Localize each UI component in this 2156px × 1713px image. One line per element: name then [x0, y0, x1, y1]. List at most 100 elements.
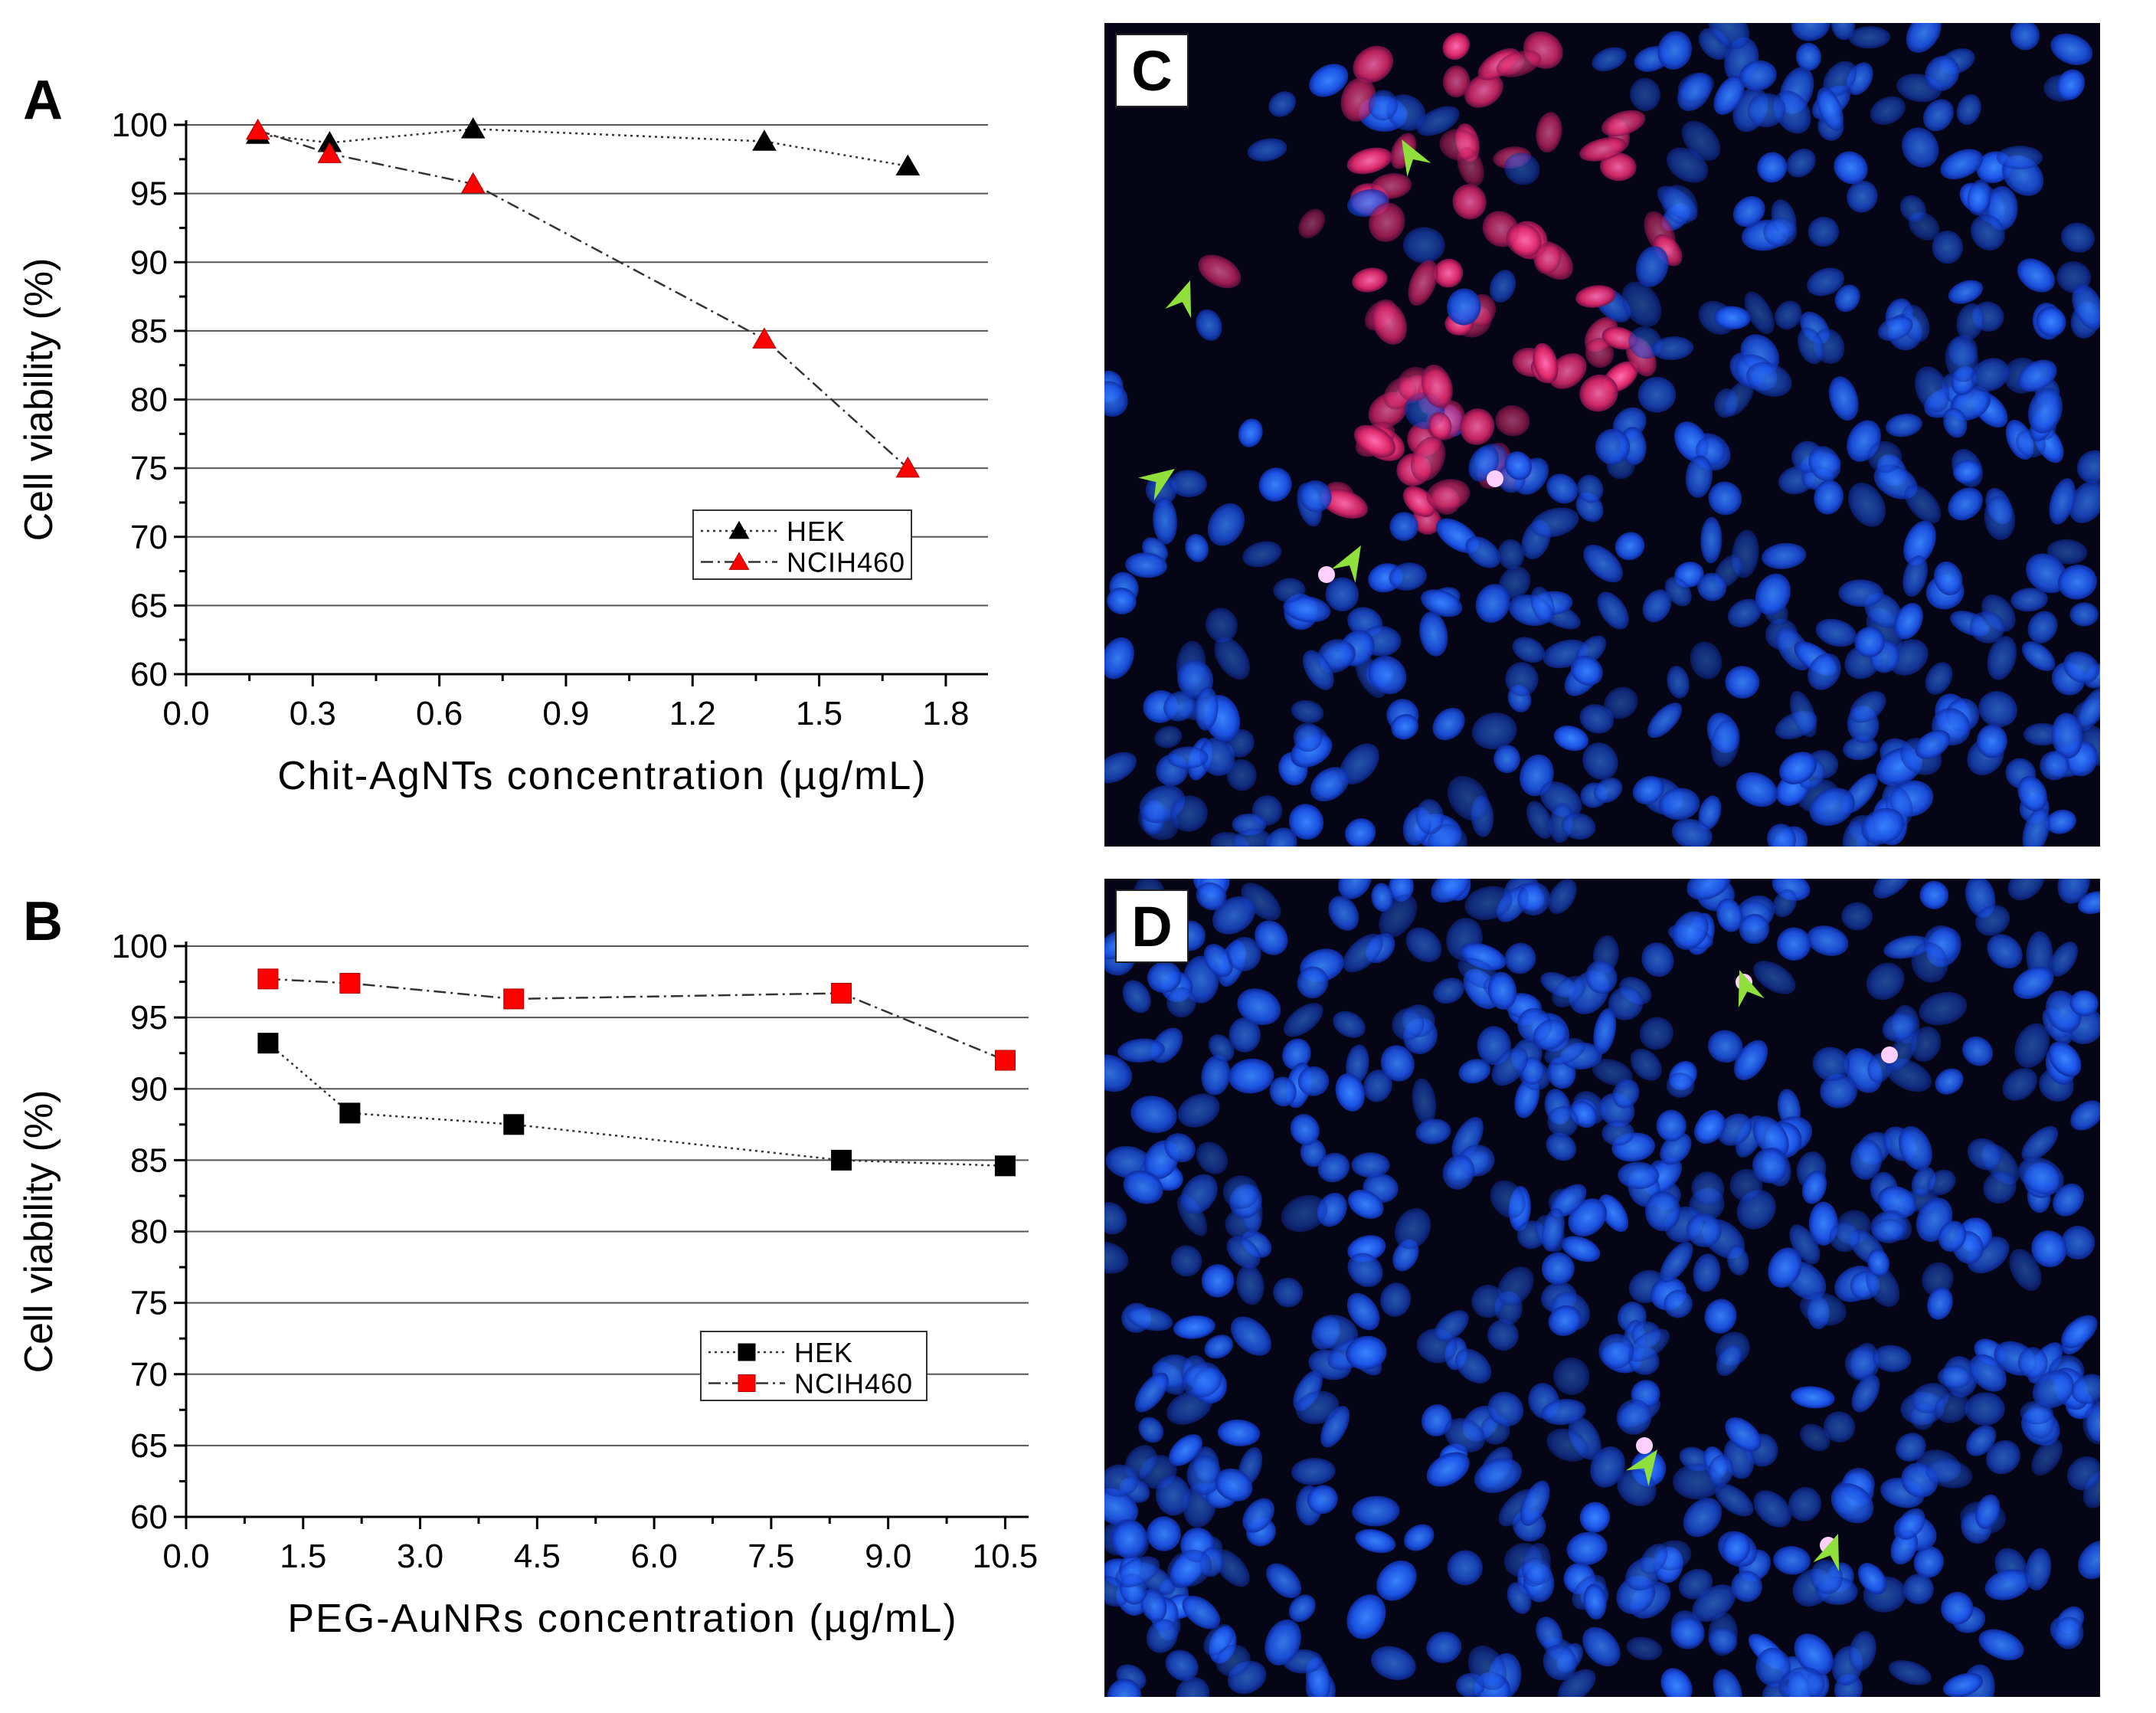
nucleus	[1700, 516, 1723, 564]
nucleus	[1154, 725, 1183, 748]
nucleus	[1455, 1348, 1492, 1384]
micrograph-d-cells	[1104, 879, 2100, 1697]
nucleus	[2014, 1023, 2050, 1068]
nucleus	[1593, 778, 1623, 804]
nucleus	[1943, 408, 1968, 438]
nucleus	[2053, 1616, 2084, 1649]
data-point-hek	[752, 129, 777, 151]
y-tick-label: 70	[130, 519, 168, 556]
nucleus	[1850, 691, 1886, 723]
nucleus	[1956, 94, 1981, 126]
nucleus	[2026, 553, 2068, 594]
nucleus	[1347, 1190, 1384, 1219]
nucleus	[1844, 1347, 1880, 1381]
nucleus	[2021, 641, 2056, 672]
nucleus	[1389, 879, 1414, 902]
nucleus	[1854, 627, 1885, 658]
nucleus	[1768, 1247, 1802, 1288]
nucleus	[1747, 93, 1786, 128]
nucleus	[1310, 767, 1350, 802]
nucleus	[1106, 588, 1137, 614]
nucleus	[1104, 637, 1134, 680]
nucleus	[1794, 1633, 1834, 1675]
nucleus	[1585, 960, 1618, 994]
panel-label-a: A	[23, 70, 63, 131]
apoptotic-nucleus	[1460, 408, 1495, 445]
nucleus	[1873, 1345, 1912, 1373]
nucleus	[1520, 1480, 1550, 1526]
data-point-hek	[895, 154, 921, 175]
nucleus	[1104, 381, 1128, 417]
nucleus	[1867, 1249, 1889, 1277]
nucleus	[1309, 64, 1349, 97]
nucleus	[1691, 1171, 1725, 1206]
nucleus	[1222, 1175, 1259, 1210]
nucleus	[1791, 1386, 1835, 1409]
data-point-hek	[831, 1149, 852, 1171]
apoptotic-nucleus	[1408, 260, 1438, 306]
nucleus	[1866, 1264, 1900, 1307]
nucleus	[1512, 637, 1546, 663]
nucleus	[1487, 971, 1517, 1010]
data-point-hek	[460, 117, 486, 139]
nucleus	[1670, 1616, 1705, 1649]
apoptotic-nucleus	[1298, 208, 1326, 239]
nucleus	[1986, 1440, 2020, 1475]
nucleus	[1471, 1285, 1505, 1318]
nucleus	[1966, 1425, 1997, 1456]
nucleus	[1927, 1169, 1956, 1196]
x-tick-label: 0.0	[162, 695, 209, 732]
x-tick-label: 0.3	[290, 695, 336, 732]
nucleus	[1969, 611, 2005, 644]
nucleus	[1177, 1093, 1220, 1128]
y-tick-label: 85	[130, 313, 168, 350]
nucleus	[1642, 589, 1672, 623]
x-tick-label: 1.8	[922, 695, 969, 732]
data-point-ncih460	[994, 1050, 1016, 1071]
y-tick-label: 75	[130, 450, 168, 487]
nucleus	[1752, 1116, 1789, 1158]
nucleus	[2010, 588, 2048, 612]
nucleus	[1823, 1411, 1856, 1443]
apoptotic-nucleus	[1410, 436, 1446, 482]
nucleus	[2031, 1439, 2063, 1476]
nucleus	[1841, 902, 1873, 931]
bright-spot	[1487, 470, 1503, 487]
nucleus	[1493, 745, 1520, 774]
nucleus	[1885, 413, 1922, 437]
legend-marker	[728, 552, 750, 570]
nucleus	[1763, 217, 1798, 247]
bright-spot	[1318, 566, 1335, 583]
nucleus	[2018, 1157, 2064, 1195]
nucleus	[1507, 1582, 1532, 1614]
nucleus	[1153, 497, 1177, 545]
x-tick-label: 0.0	[162, 1538, 209, 1575]
nucleus	[1971, 358, 2010, 392]
nucleus	[1725, 1417, 1762, 1452]
nucleus	[1303, 650, 1334, 690]
nucleus	[1922, 99, 1954, 132]
nucleus	[1548, 1305, 1582, 1336]
nucleus	[1204, 1335, 1234, 1359]
nucleus	[1987, 934, 2023, 969]
nucleus	[1405, 927, 1442, 962]
apoptotic-nucleus	[1536, 112, 1562, 153]
nucleus	[1736, 772, 1778, 807]
nucleus	[1909, 1026, 1942, 1062]
apoptotic-nucleus	[1495, 405, 1530, 437]
nucleus	[1419, 611, 1448, 657]
x-tick-label: 10.5	[973, 1538, 1039, 1575]
nucleus	[1615, 532, 1645, 561]
nucleus	[1497, 539, 1525, 570]
apoptotic-nucleus	[1354, 424, 1396, 458]
nucleus	[1828, 376, 1859, 421]
nucleus	[1290, 1114, 1320, 1145]
nucleus	[1975, 905, 2010, 936]
nucleus	[1451, 1116, 1484, 1161]
nucleus	[1421, 1404, 1452, 1436]
nucleus	[1550, 1184, 1587, 1217]
nucleus	[2057, 879, 2090, 904]
nucleus	[1241, 883, 1281, 921]
nucleus	[1807, 267, 1845, 296]
apoptotic-nucleus	[1346, 147, 1392, 175]
